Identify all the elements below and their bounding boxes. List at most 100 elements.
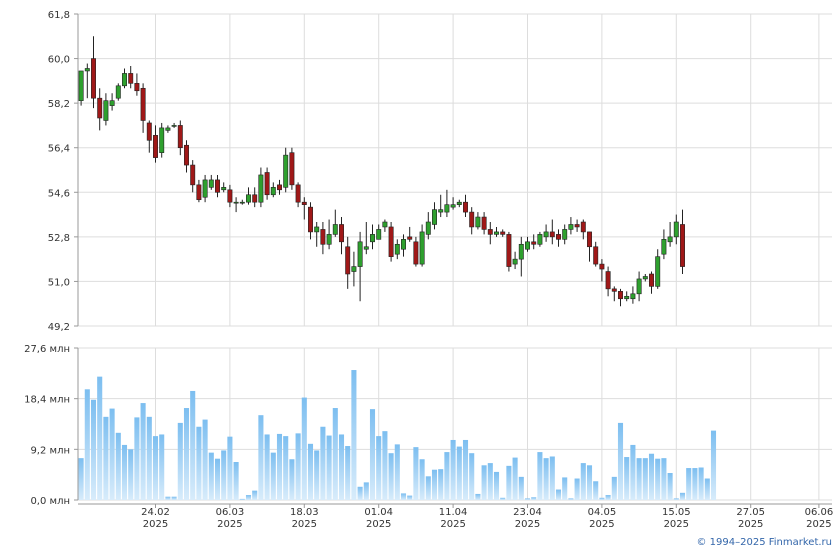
candle-down [264,172,270,196]
volume-bar [177,422,183,500]
candle-up [165,127,171,131]
x-tick-label-year: 2025 [589,519,614,530]
x-tick-label-year: 2025 [664,519,689,530]
candle-up [456,201,462,205]
candle-up [351,266,357,272]
volume-bar [307,443,314,500]
price-tick-label: 51,0 [48,277,70,288]
candle-up [494,231,499,235]
candle-up [450,204,456,208]
volume-bar [593,481,599,500]
price-tick-label: 52,8 [48,233,70,244]
candle-up [525,241,530,250]
volume-bar [543,458,549,500]
price-tick-label: 49,2 [48,322,70,333]
volume-bar [90,399,97,500]
candle-up [673,221,679,238]
volume-bar [190,390,196,500]
volume-bar [270,452,276,500]
volume-bar [568,498,574,500]
candle-down [128,73,134,84]
volume-bar [109,408,115,500]
volume-bar [134,417,140,500]
candle-up [314,226,320,233]
candle-up [376,229,382,240]
volume-bar [555,489,562,500]
volume-tick-label: 18,4 млн [24,395,70,406]
price-tick-label: 54,6 [48,188,70,199]
candle-up [401,239,406,250]
candle-down [506,234,512,267]
x-tick-label-day: 06.03 [216,507,245,518]
price-tick-label: 58,2 [48,99,70,110]
volume-bar [698,467,704,500]
candle-down [556,234,561,240]
price-tick-label: 56,4 [48,144,70,155]
x-tick-label-year: 2025 [738,519,763,530]
volume-bar [283,436,289,500]
volume-bar [518,476,524,500]
volume-bar [202,419,208,500]
volume-bar [221,450,227,500]
candle-down [611,288,617,292]
volume-bar [692,468,698,500]
candle-down [295,184,301,203]
volume-bar [227,436,233,500]
volume-bar [500,497,506,500]
candle-down [97,97,103,119]
x-tick-label-day: 01.04 [364,507,393,518]
volume-bar [295,433,301,500]
candle-up [233,201,239,204]
volume-bar [264,434,270,500]
candle-down [301,201,307,205]
volume-bar [574,478,580,500]
x-tick-label-day: 15.05 [662,507,691,518]
candle-up [283,154,289,188]
volume-bar [140,403,146,500]
x-tick-label-year: 2025 [806,519,831,530]
volume-bar [400,493,407,500]
x-tick-label-year: 2025 [440,519,465,530]
volume-bar [673,498,679,500]
volume-bar [580,463,586,500]
candle-up [655,256,661,287]
candle-down [463,201,468,213]
volume-bar [531,497,537,500]
x-tick-label-day: 06.06 [805,507,834,518]
volume-bar [97,376,103,500]
volume-bar [301,397,307,500]
candle-up [425,221,431,235]
candle-up [84,68,90,72]
candle-up [258,174,264,203]
candle-down [599,263,605,270]
x-tick-label-year: 2025 [143,519,168,530]
candle-down [407,236,413,240]
volume-bar [704,478,710,500]
volume-bar [252,490,258,500]
candle-down [413,241,419,265]
candle-up [394,243,400,255]
candle-down [308,206,313,233]
volume-tick-label: 27,6 млн [24,344,70,355]
volume-tick-label: 0,0 млн [30,496,70,507]
candle-down [345,246,351,275]
x-tick-label-year: 2025 [515,519,540,530]
candle-down [177,125,183,149]
volume-bar [413,447,419,500]
volume-bar [314,450,320,500]
volume-bar [128,449,134,500]
x-tick-label-day: 24.02 [141,507,170,518]
candle-down [146,122,152,141]
candle-up [332,224,338,235]
candle-up [363,246,369,250]
x-tick-label-day: 27.05 [736,507,765,518]
candle-down [289,152,295,186]
volume-bar [475,493,481,500]
volume-bar [493,471,500,500]
volume-bar [642,458,648,500]
x-tick-label-year: 2025 [366,519,391,530]
volume-bar [394,444,400,500]
volume-bar [419,459,425,500]
volume-bar [462,439,469,500]
volume-bar [469,453,475,500]
